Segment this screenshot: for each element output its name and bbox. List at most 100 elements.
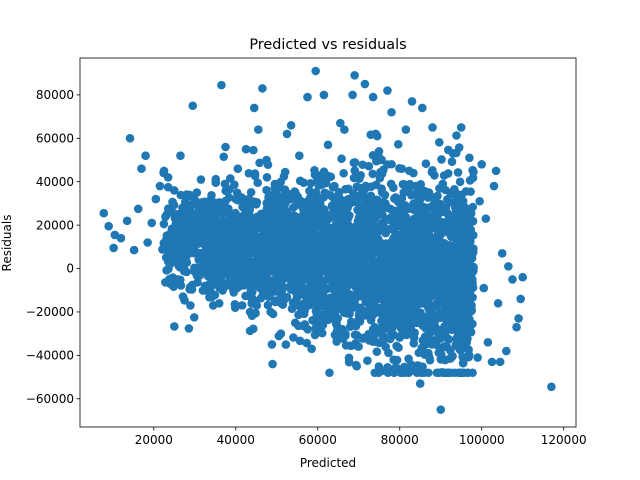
scatter-point [311,306,321,316]
scatter-point [158,245,167,254]
scatter-point [458,338,467,347]
scatter-point [179,263,189,272]
scatter-point [271,188,280,198]
scatter-point [235,226,244,235]
scatter-point [384,298,394,308]
scatter-point [457,266,467,276]
scatter-point [247,311,257,321]
y-tick-label: −60000 [26,392,74,406]
scatter-point [462,279,471,289]
scatter-point [389,183,398,192]
scatter-point [185,200,194,210]
scatter-point [407,360,416,369]
scatter-point [231,208,240,218]
scatter-point [249,145,258,155]
scatter-point [362,278,372,287]
scatter-point [204,280,214,289]
scatter-point [356,290,366,299]
scatter-point [491,166,501,176]
scatter-point [339,291,348,300]
scatter-point [205,241,215,251]
scatter-point [370,368,380,378]
scatter-point [463,368,473,378]
x-axis: 20000 40000 60000 80000 100000 120000 [135,427,587,447]
scatter-point [262,173,272,182]
scatter-point [191,218,201,228]
scatter-point [424,353,434,362]
scatter-point [417,211,427,220]
scatter-point [293,213,302,222]
scatter-point [465,176,475,185]
scatter-point [325,368,334,378]
y-tick-label: 40000 [36,175,74,189]
scatter-point [443,242,452,251]
scatter-point [302,338,312,348]
y-axis-label: Residuals [0,215,14,272]
scatter-point [373,279,383,288]
scatter-point [353,216,363,226]
scatter-point [221,186,230,196]
scatter-point [346,317,356,327]
scatter-point [380,366,389,376]
scatter-point [512,322,521,332]
scatter-point [385,334,395,344]
scatter-point [217,80,226,90]
scatter-point [465,322,475,331]
scatter-point [481,214,491,223]
scatter-point [456,123,466,132]
scatter-point [475,196,484,206]
scatter-point [257,285,267,294]
scatter-point [318,284,327,294]
scatter-point [300,305,310,315]
scatter-point [262,229,272,239]
scatter-point [411,246,421,256]
scatter-point [194,255,204,264]
scatter-point [248,324,258,334]
scatter-point [436,199,445,209]
scatter-point [104,221,113,231]
scatter-point [341,341,351,350]
scatter-point [443,169,453,178]
scatter-point [436,274,445,283]
scatter-point [317,180,327,189]
scatter-point [274,331,284,341]
scatter-point [439,300,448,310]
scatter-point [493,298,503,308]
scatter-point [281,212,290,222]
scatter-point [193,278,202,287]
scatter-point [141,151,150,160]
scatter-point [224,204,233,213]
scatter-point [447,286,456,296]
scatter-point [368,92,378,102]
scatter-point [387,314,397,324]
scatter-point [334,263,344,272]
scatter-point [428,264,437,273]
scatter-point [116,233,126,243]
scatter-point [236,258,245,268]
scatter-point [268,309,278,319]
scatter-point [432,253,442,262]
scatter-point [288,247,297,256]
scatter-point [442,208,451,217]
scatter-point [204,208,213,218]
scatter-point [394,247,404,257]
scatter-point [434,348,444,358]
y-tick-label: 60000 [36,132,74,146]
scatter-point [340,125,349,134]
scatter-point [495,357,505,367]
scatter-point [363,356,372,365]
scatter-point [346,301,356,310]
scatter-point [439,311,449,321]
scatter-point [289,333,298,342]
scatter-point [244,241,253,250]
scatter-point [502,346,511,356]
scatter-point [371,337,381,347]
scatter-point [305,186,314,196]
scatter-point [253,178,262,188]
scatter-point [230,299,240,309]
scatter-point [215,198,224,207]
scatter-point [371,129,381,139]
scatter-point [314,294,323,303]
scatter-point [391,363,400,373]
scatter-point [243,232,253,242]
